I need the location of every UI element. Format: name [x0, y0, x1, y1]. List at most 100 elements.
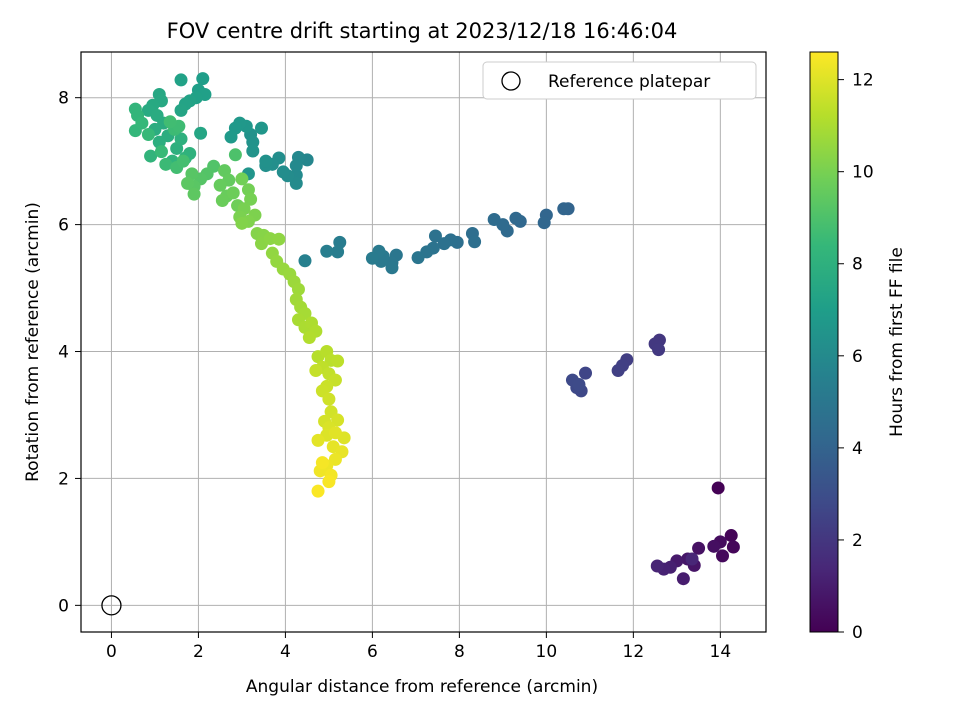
data-point: [254, 121, 268, 135]
chart-title: FOV centre drift starting at 2023/12/18 …: [167, 19, 678, 43]
data-point: [259, 154, 273, 168]
x-tick-label: 2: [193, 642, 204, 662]
data-point: [289, 176, 303, 190]
data-point: [244, 192, 258, 206]
data-point: [272, 232, 286, 246]
data-point: [159, 157, 173, 171]
data-point: [385, 261, 399, 275]
data-point: [331, 413, 345, 427]
data-point: [411, 251, 425, 265]
reference-platepar-marker: [101, 595, 122, 616]
data-point: [154, 145, 168, 159]
y-tick-label: 4: [58, 343, 69, 363]
x-tick-label: 12: [623, 642, 645, 662]
data-point: [716, 549, 730, 563]
data-point: [196, 72, 210, 86]
legend-reference-label: Reference platepar: [548, 72, 710, 92]
y-tick-label: 2: [58, 469, 69, 489]
data-point: [181, 176, 195, 190]
data-point: [428, 229, 442, 243]
data-point: [572, 378, 586, 392]
data-point: [611, 364, 625, 378]
data-point: [215, 193, 229, 207]
data-point: [246, 144, 260, 158]
data-point: [187, 187, 201, 201]
x-tick-label: 8: [454, 642, 465, 662]
data-point: [468, 235, 482, 249]
legend-reference-marker: [501, 71, 521, 91]
x-tick-label: 10: [536, 642, 558, 662]
data-point: [235, 216, 249, 230]
data-point: [579, 366, 593, 380]
legend: Reference platepar: [482, 61, 757, 100]
data-point: [302, 331, 316, 345]
data-point: [711, 481, 725, 495]
data-point: [437, 237, 451, 251]
data-point: [213, 178, 227, 192]
data-point: [331, 354, 345, 368]
x-tick-label: 14: [710, 642, 732, 662]
data-point: [676, 572, 690, 586]
data-point: [289, 159, 303, 173]
data-point: [228, 148, 242, 162]
colorbar-tick-label: 4: [852, 439, 863, 459]
colorbar-tick-label: 2: [852, 531, 863, 551]
colorbar-tick-label: 12: [852, 71, 874, 91]
data-point: [235, 172, 249, 186]
data-point: [309, 364, 323, 378]
data-point: [331, 245, 345, 259]
y-tick-label: 6: [58, 216, 69, 236]
data-point: [226, 186, 240, 200]
data-point: [141, 127, 155, 141]
data-point: [163, 115, 177, 129]
data-point: [557, 202, 571, 216]
x-tick-label: 4: [280, 642, 291, 662]
data-point: [174, 132, 188, 146]
data-point: [328, 426, 342, 440]
data-point: [707, 539, 721, 553]
y-tick-label: 8: [58, 89, 69, 109]
data-point: [224, 130, 238, 144]
colorbar-tick-label: 0: [852, 623, 863, 643]
reference-marker-group: [101, 595, 122, 616]
colorbar-label: Hours from first FF file: [887, 247, 907, 437]
colorbar-tick-label: 8: [852, 255, 863, 275]
grid-lines: [81, 52, 766, 632]
y-axis-ticks: 0 2 4 6 8: [58, 89, 81, 616]
data-point: [322, 392, 336, 406]
data-point: [537, 216, 551, 230]
colorbar: 0 2 4 6 8 10 12 Hours from first FF file: [809, 51, 907, 643]
data-points: [128, 72, 740, 586]
data-point: [311, 433, 325, 447]
data-point: [365, 251, 379, 265]
data-point: [726, 540, 740, 554]
x-axis-label: Angular distance from reference (arcmin): [246, 677, 598, 697]
x-tick-label: 6: [367, 642, 378, 662]
x-axis-ticks: 0 2 4 6 8 10 12 14: [106, 632, 731, 662]
data-point: [311, 484, 325, 498]
x-tick-label: 0: [106, 642, 117, 662]
data-point: [291, 282, 305, 296]
data-point: [652, 343, 666, 357]
data-point: [315, 456, 329, 470]
data-point: [692, 541, 706, 555]
colorbar-tick-label: 6: [852, 347, 863, 367]
plot-frame: [80, 51, 767, 633]
colorbar-gradient: [809, 51, 839, 633]
legend-box: [482, 61, 757, 100]
data-point: [487, 213, 501, 227]
y-tick-label: 0: [58, 596, 69, 616]
colorbar-tick-label: 10: [852, 163, 874, 183]
data-point: [509, 211, 523, 225]
data-point: [194, 126, 208, 140]
data-point: [685, 552, 699, 566]
data-point: [724, 529, 738, 543]
data-point: [650, 559, 664, 573]
data-point: [174, 103, 188, 117]
data-point: [322, 475, 336, 489]
data-point: [246, 135, 260, 149]
data-point: [135, 116, 149, 130]
y-axis-label: Rotation from reference (arcmin): [23, 202, 43, 482]
data-point: [174, 73, 188, 87]
